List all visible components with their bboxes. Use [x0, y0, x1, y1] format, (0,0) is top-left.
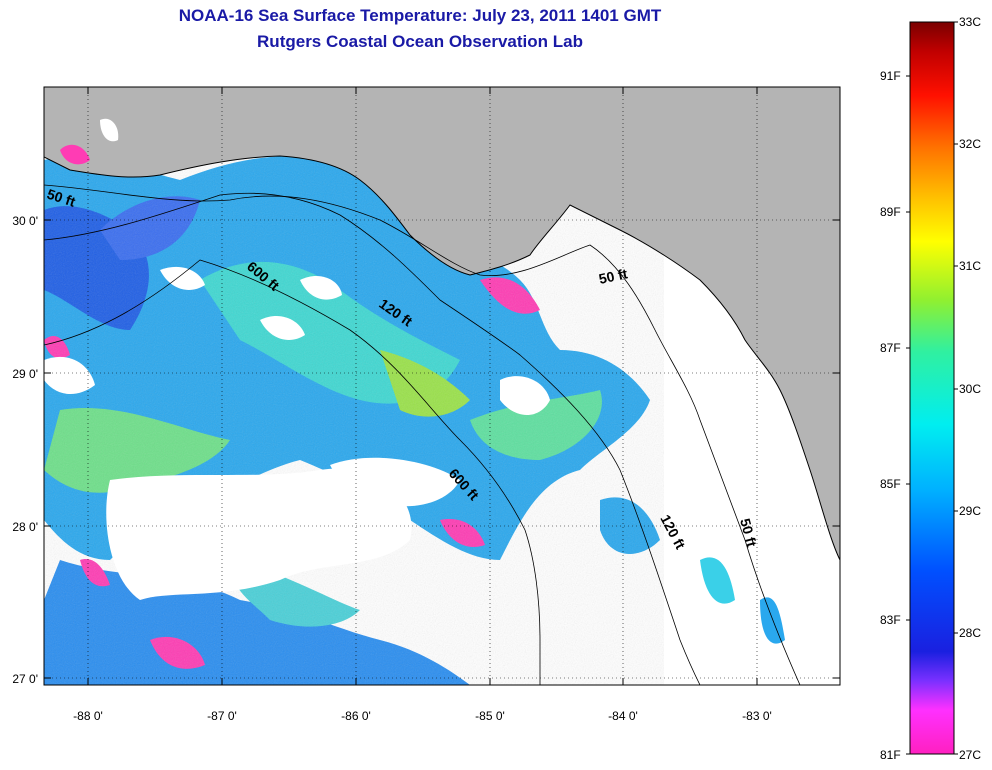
colorbar-fahrenheit-label: 89F [880, 205, 901, 219]
lat-tick-label: 30 0' [12, 214, 38, 228]
contour-50ft [44, 184, 801, 685]
map-title: NOAA-16 Sea Surface Temperature: July 23… [178, 6, 662, 25]
contour-600ft [44, 259, 541, 685]
cloud-mask [44, 266, 550, 600]
colorbar-celsius-label: 32C [959, 137, 982, 151]
contour-label: 50 ft [597, 265, 629, 287]
lon-tick-label: -83 0' [742, 709, 772, 723]
colorbar-celsius-label: 33C [959, 15, 982, 29]
colorbar-ticks [906, 21, 958, 755]
lon-tick-label: -85 0' [475, 709, 505, 723]
colorbar [909, 21, 955, 755]
land-area [44, 87, 840, 560]
lon-tick-label: -88 0' [73, 709, 103, 723]
colorbar-fahrenheit-label: 83F [880, 613, 901, 627]
coastline [44, 155, 840, 561]
colorbar-fahrenheit-label: 87F [880, 341, 901, 355]
map-subtitle: Rutgers Coastal Ocean Observation Lab [257, 32, 583, 51]
lon-tick-label: -84 0' [608, 709, 638, 723]
lat-tick-label: 29 0' [12, 367, 38, 381]
colorbar-celsius-label: 30C [959, 382, 982, 396]
axis-ticks [44, 87, 840, 685]
colorbar-fahrenheit-label: 91F [880, 69, 901, 83]
lat-tick-label: 27 0' [12, 672, 38, 686]
colorbar-fahrenheit-label: 81F [880, 748, 901, 762]
contour-label: 50 ft [737, 517, 760, 549]
lat-tick-label: 28 0' [12, 520, 38, 534]
lon-tick-label: -87 0' [207, 709, 237, 723]
colorbar-celsius-label: 27C [959, 748, 982, 762]
data-noise [44, 150, 664, 685]
colorbar-fahrenheit-label: 85F [880, 477, 901, 491]
graticule [44, 87, 840, 685]
colorbar-celsius-label: 29C [959, 504, 982, 518]
lon-tick-label: -86 0' [341, 709, 371, 723]
colorbar-celsius-label: 31C [959, 259, 982, 273]
colorbar-celsius-label: 28C [959, 626, 982, 640]
contour-120ft [44, 192, 701, 685]
